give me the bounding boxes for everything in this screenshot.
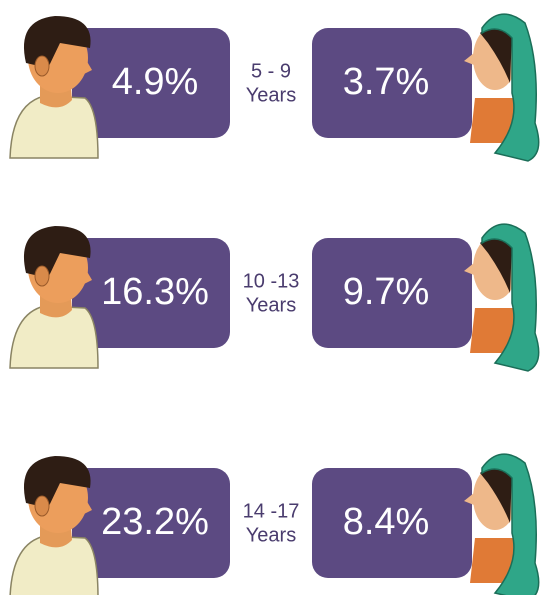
girl-illustration	[464, 14, 539, 161]
girl-value: 9.7%	[343, 271, 430, 313]
infographic: 4.9%3.7%5 - 9Years16.3%9.7%10 -13Years23…	[0, 0, 547, 595]
boy-value: 4.9%	[112, 61, 199, 103]
age-unit: Years	[246, 294, 296, 316]
age-range: 10 -13	[243, 270, 300, 292]
age-range: 5 - 9	[251, 60, 291, 82]
age-range: 14 -17	[243, 500, 300, 522]
boy-value: 16.3%	[101, 271, 209, 313]
girl-value: 3.7%	[343, 61, 430, 103]
girl-illustration	[464, 454, 539, 595]
age-unit: Years	[246, 84, 296, 106]
girl-illustration	[464, 224, 539, 371]
girl-value: 8.4%	[343, 501, 430, 543]
boy-value: 23.2%	[101, 501, 209, 543]
age-unit: Years	[246, 524, 296, 546]
